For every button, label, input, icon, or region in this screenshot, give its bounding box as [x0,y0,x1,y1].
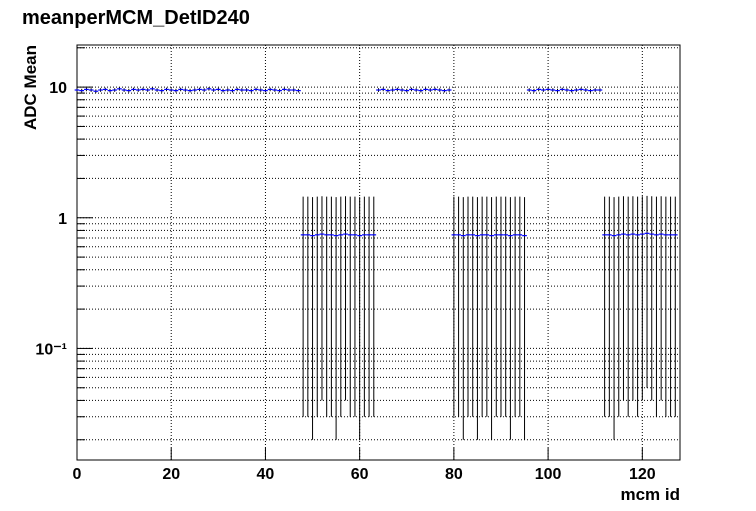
x-tick-label: 0 [73,466,82,483]
y-tick-label: 1 [58,211,67,228]
x-tick-label: 80 [445,466,463,483]
y-tick-label: 10 [49,80,67,97]
x-tick-label: 20 [162,466,180,483]
x-tick-label: 60 [351,466,369,483]
y-axis-label: ADC Mean [21,45,40,130]
y-tick-label: 10⁻¹ [35,341,67,358]
x-axis-label: mcm id [620,485,680,504]
chart-title: meanperMCM_DetID240 [22,7,250,29]
x-tick-label: 40 [257,466,275,483]
x-tick-label: 100 [535,466,562,483]
x-tick-label: 120 [629,466,656,483]
